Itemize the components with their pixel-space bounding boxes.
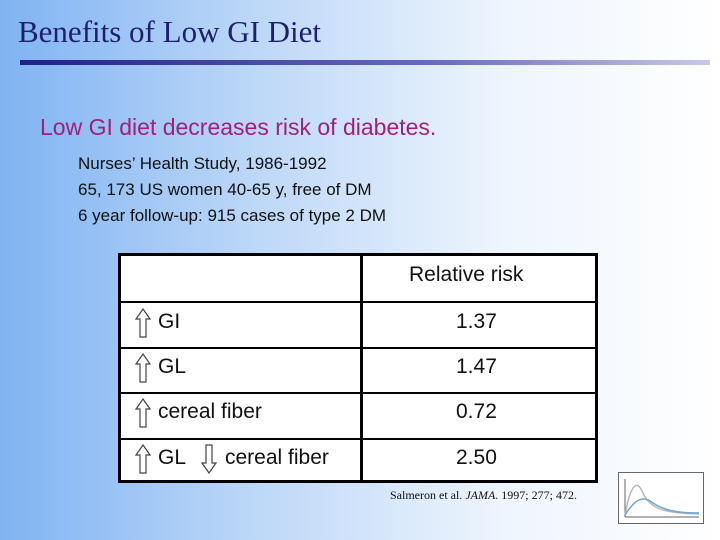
row-value-combo: 2.50: [456, 446, 497, 469]
row-divider: [121, 438, 595, 440]
citation: Salmeron et al. JAMA. 1997; 277; 472.: [390, 488, 577, 503]
row-divider: [121, 347, 595, 349]
title-underline: [20, 60, 710, 65]
down-arrow-icon: [201, 444, 217, 474]
row-label-gl: GL: [158, 355, 187, 378]
row-value-gl: 1.47: [456, 355, 497, 378]
header-relative-risk: Relative risk: [409, 263, 524, 286]
citation-journal: JAMA: [465, 488, 496, 502]
row-label-cereal-fiber-combo: cereal fiber: [225, 446, 329, 469]
up-arrow-icon: [135, 398, 151, 428]
row-value-gi: 1.37: [456, 310, 497, 333]
slide-subtitle: Low GI diet decreases risk of diabetes.: [40, 114, 437, 140]
study-line: 65, 173 US women 40-65 y, free of DM: [78, 180, 372, 199]
row-label-gl-combo: GL: [158, 446, 187, 469]
row-divider: [121, 301, 595, 303]
gi-curve-logo-icon: [618, 472, 704, 524]
citation-details: . 1997; 277; 472.: [495, 488, 577, 502]
row-divider: [121, 392, 595, 394]
up-arrow-icon: [135, 308, 151, 338]
row-label-cereal-fiber: cereal fiber: [158, 400, 262, 423]
up-arrow-icon: [135, 444, 151, 474]
column-divider: [360, 256, 363, 480]
citation-authors: Salmeron et al.: [390, 488, 466, 502]
row-value-cereal-fiber: 0.72: [456, 400, 497, 423]
row-label-gi: GI: [158, 310, 181, 333]
study-line: 6 year follow-up: 915 cases of type 2 DM: [78, 206, 387, 225]
study-info: Nurses’ Health Study, 1986-1992 65, 173 …: [78, 151, 386, 229]
study-line: Nurses’ Health Study, 1986-1992: [78, 154, 327, 173]
up-arrow-icon: [135, 353, 151, 383]
relative-risk-table: Relative risk GI 1.37 GL 1.47 cereal fib…: [118, 253, 598, 483]
slide-title: Benefits of Low GI Diet: [18, 14, 322, 49]
